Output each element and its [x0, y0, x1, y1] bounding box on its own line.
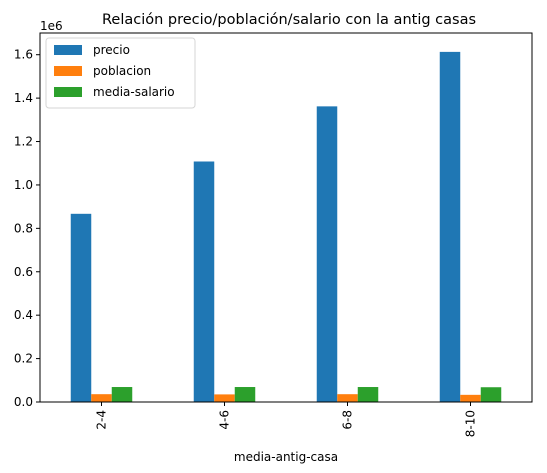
bar-media-salario-6-8: [357, 387, 379, 402]
bar-media-salario-2-4: [111, 387, 133, 402]
y-tick-label: 0.0: [14, 395, 33, 409]
y-tick-label: 0.2: [14, 352, 33, 366]
legend-label-precio: precio: [93, 43, 130, 57]
bar-poblacion-6-8: [337, 394, 358, 402]
y-scale-label: 1e6: [40, 19, 63, 33]
plot-frame: [39, 32, 533, 403]
x-tick-label: 4-6: [218, 410, 232, 430]
bar-media-salario-8-10: [480, 387, 502, 402]
x-tick-label: 6-8: [341, 410, 355, 430]
x-tick-label: 8-10: [464, 410, 478, 437]
y-tick-label: 0.8: [14, 221, 33, 235]
bars: [70, 51, 502, 403]
legend-label-media-salario: media-salario: [93, 85, 175, 99]
bar-precio-4-6: [193, 161, 215, 402]
x-axis: 2-4 4-6 6-8 8-10: [95, 402, 478, 437]
y-axis: 0.0 0.2 0.4 0.6 0.8 1.0 1.2 1.4 1.6: [14, 48, 40, 409]
bar-poblacion-8-10: [460, 394, 481, 402]
x-axis-label: media-antig-casa: [234, 450, 338, 464]
legend-label-poblacion: poblacion: [93, 64, 151, 78]
bar-poblacion-4-6: [214, 394, 235, 402]
legend: precio poblacion media-salario: [45, 37, 196, 109]
y-tick-label: 1.4: [14, 91, 33, 105]
y-tick-label: 1.2: [14, 135, 33, 149]
legend-swatch-media-salario: [54, 87, 82, 97]
y-tick-label: 1.0: [14, 178, 33, 192]
y-tick-label: 0.4: [14, 308, 33, 322]
legend-swatch-poblacion: [54, 66, 82, 76]
bar-precio-6-8: [316, 106, 338, 403]
chart-title: Relación precio/población/salario con la…: [102, 12, 476, 28]
bar-precio-2-4: [70, 213, 92, 402]
bar-poblacion-2-4: [91, 394, 112, 402]
bar-media-salario-4-6: [234, 387, 256, 402]
x-tick-label: 2-4: [95, 410, 109, 430]
y-tick-label: 0.6: [14, 265, 33, 279]
y-tick-label: 1.6: [14, 48, 33, 62]
legend-box: [45, 37, 196, 109]
bar-precio-8-10: [439, 51, 461, 402]
legend-swatch-precio: [54, 45, 82, 55]
